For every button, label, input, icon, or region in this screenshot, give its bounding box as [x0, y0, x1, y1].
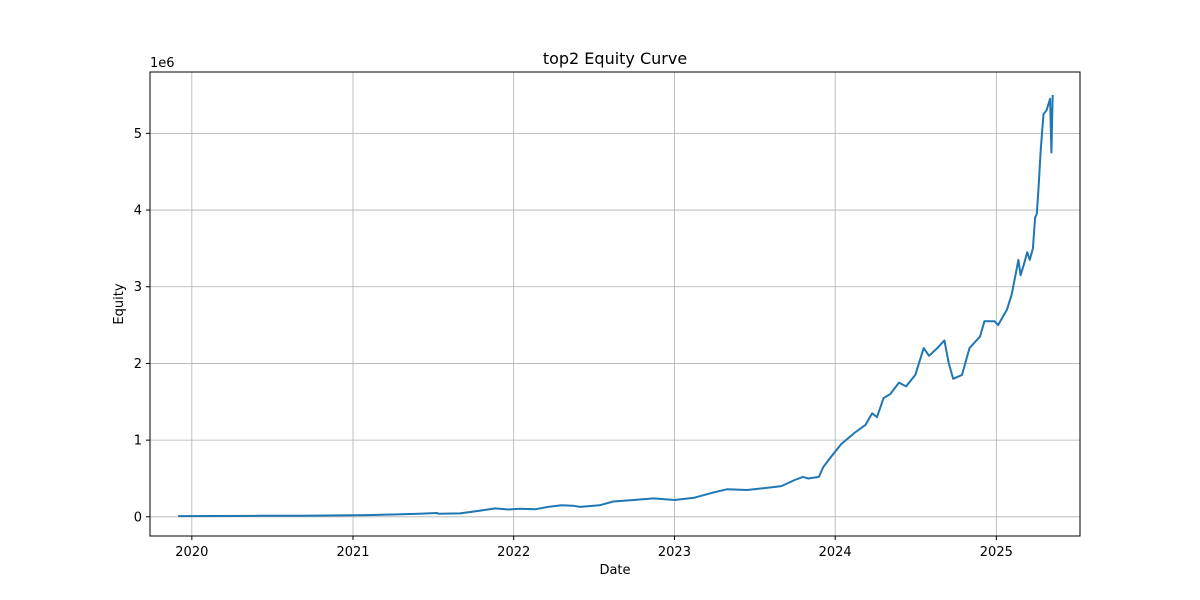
- equity-line: [178, 94, 1054, 518]
- y-tick-label: 1: [134, 434, 142, 449]
- y-tick-label: 5: [134, 127, 142, 142]
- y-axis-label: Equity: [112, 283, 127, 324]
- x-tick-label: 2024: [819, 545, 852, 560]
- x-axis-label: Date: [599, 563, 630, 578]
- y-axis-offset-label: 1e6: [150, 56, 175, 71]
- x-tick-label: 2023: [658, 545, 691, 560]
- y-tick-label: 4: [134, 204, 142, 219]
- series-layer: [178, 94, 1054, 518]
- y-tick-label: 2: [134, 357, 142, 372]
- plot-frame: [149, 71, 1081, 537]
- x-tick-label: 2022: [497, 545, 530, 560]
- grid-lines: [150, 72, 1080, 536]
- x-tick-label: 2025: [980, 545, 1013, 560]
- x-tick-label: 2021: [336, 545, 369, 560]
- x-axis: 2020 2021 2022 2023 2024 2025: [175, 536, 1013, 560]
- chart-title: top2 Equity Curve: [543, 49, 687, 68]
- y-tick-label: 0: [134, 510, 142, 525]
- y-axis: 0 1 2 3 4 5: [134, 127, 150, 525]
- x-tick-label: 2020: [175, 545, 208, 560]
- y-tick-label: 3: [134, 280, 142, 295]
